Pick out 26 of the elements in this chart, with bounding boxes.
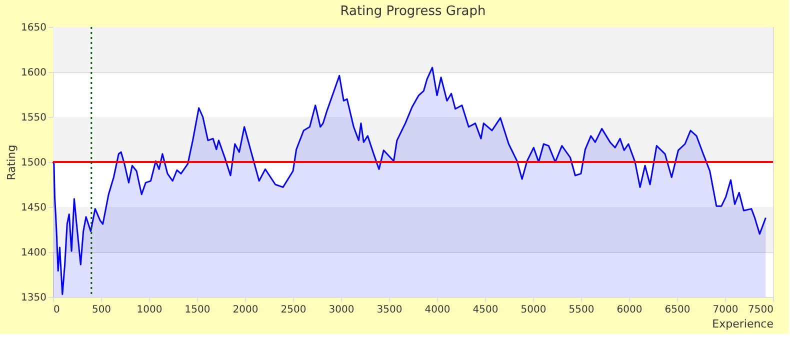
x-tick-label: 500 bbox=[92, 304, 112, 316]
x-tick-label: 3500 bbox=[376, 304, 402, 316]
x-axis-title: Experience bbox=[712, 318, 774, 330]
x-tick-label: 6500 bbox=[664, 304, 690, 316]
y-tick-label: 1450 bbox=[21, 202, 46, 214]
x-tick-label: 4500 bbox=[472, 304, 498, 316]
x-tick-label: 7000 bbox=[712, 304, 738, 316]
y-tick-label: 1600 bbox=[21, 68, 46, 78]
x-tick-label: 5500 bbox=[568, 304, 594, 316]
x-tick-label: 6000 bbox=[616, 304, 642, 316]
x-tick-label: 2000 bbox=[232, 304, 258, 316]
x-tick-label: 4000 bbox=[424, 304, 450, 316]
x-tick-label: 3000 bbox=[328, 304, 354, 316]
y-tick-label: 1550 bbox=[21, 112, 46, 124]
x-tick-label: 7500 bbox=[748, 304, 774, 316]
x-tick-label: 1500 bbox=[184, 304, 210, 316]
y-tick-label: 1650 bbox=[21, 22, 46, 34]
y-tick-label: 1350 bbox=[21, 292, 46, 304]
x-tick-label: 0 bbox=[54, 304, 60, 316]
x-tick-label: 1000 bbox=[136, 304, 162, 316]
x-tick-label: 2500 bbox=[280, 304, 306, 316]
x-tick-label: 5000 bbox=[520, 304, 546, 316]
chart-title: Rating Progress Graph bbox=[340, 4, 486, 19]
y-tick-label: 1500 bbox=[21, 158, 46, 168]
y-tick-label: 1400 bbox=[21, 248, 46, 258]
y-axis-title: Rating bbox=[5, 144, 18, 180]
